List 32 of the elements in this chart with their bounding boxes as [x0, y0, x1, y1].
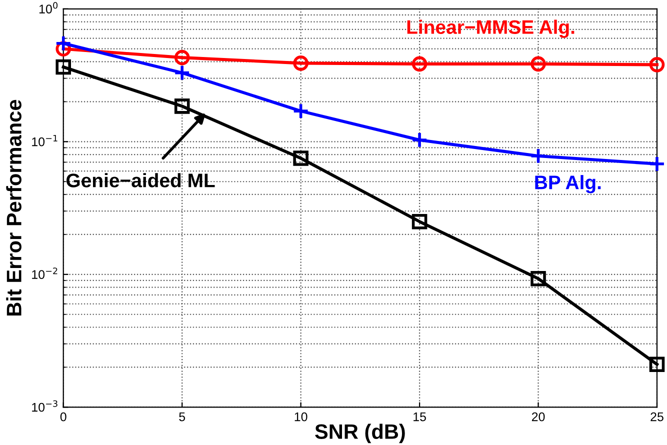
point [530, 148, 547, 164]
point [412, 214, 428, 230]
y-tick-label: 10$^{−3}$ [32, 400, 58, 412]
point [649, 57, 665, 72]
point [648, 156, 666, 172]
point [174, 50, 190, 66]
x-tick-label: 15 [414, 412, 426, 422]
point [292, 102, 310, 120]
x-tick-label: 5 [179, 412, 186, 422]
x-tick-label: 25 [650, 412, 664, 422]
x-tick-label: 0 [60, 412, 66, 422]
point [411, 132, 428, 148]
point [174, 98, 190, 114]
series-label: Linear−MMSE Alg. [407, 20, 574, 38]
y-tick-label: 10$^{−2}$ [32, 268, 58, 279]
x-tick-label: 20 [532, 412, 545, 422]
point [530, 270, 546, 286]
y-axis-title: Bit Error Performance [6, 100, 22, 316]
point [530, 56, 546, 72]
point [412, 56, 428, 72]
point [174, 64, 190, 82]
x-tick-label: 10 [294, 412, 308, 422]
annotation: Genie−aided ML [66, 173, 215, 188]
y-tick-label: 10$^{0}$ [39, 2, 58, 14]
y-tick-label: 10$^{−1}$ [32, 134, 58, 146]
point [293, 150, 308, 166]
point [56, 59, 72, 75]
series-label: BP Alg. [535, 175, 601, 194]
point [55, 35, 72, 52]
point [293, 56, 308, 71]
point [649, 356, 665, 372]
x-axis-title: SNR (dB) [315, 424, 405, 444]
